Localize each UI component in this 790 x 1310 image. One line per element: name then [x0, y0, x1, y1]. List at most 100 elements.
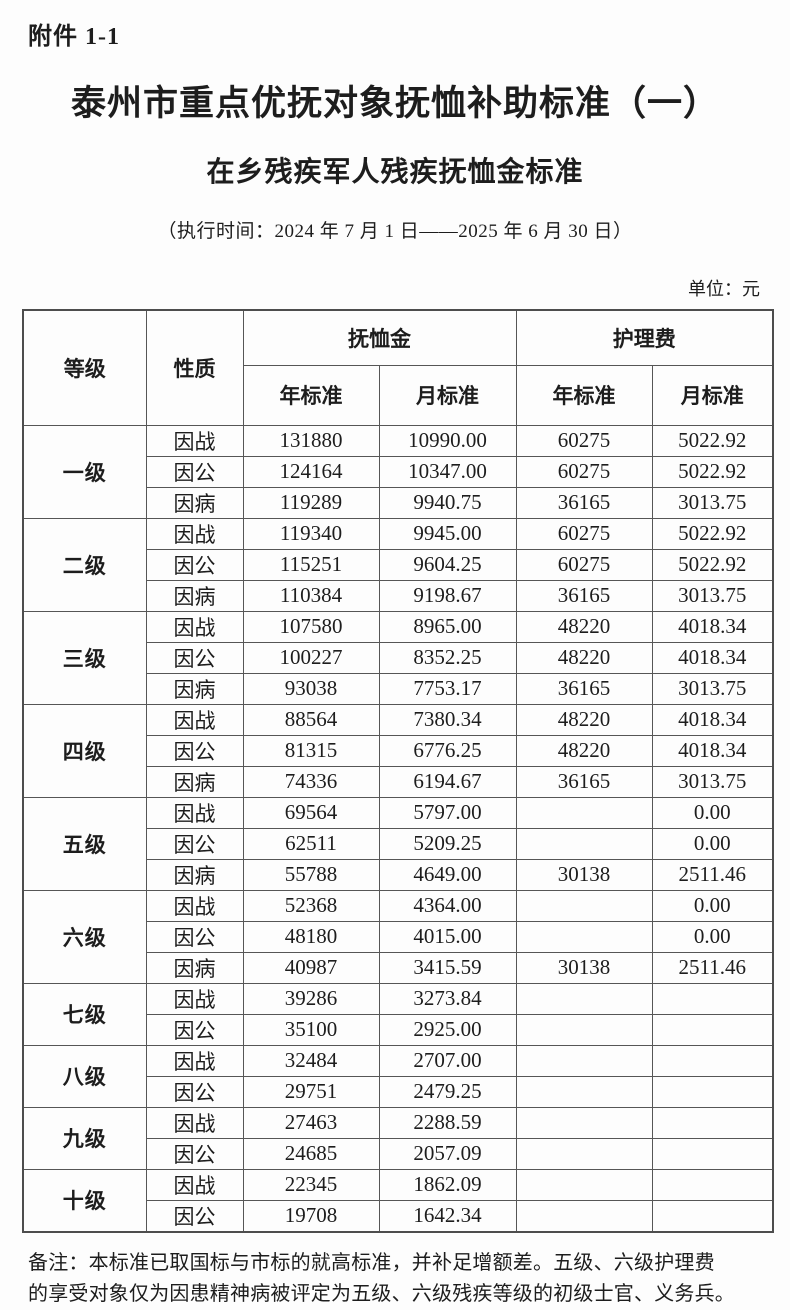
nursing-month-cell: 0.00 — [651, 920, 774, 953]
pension-month-cell: 4015.00 — [378, 920, 517, 953]
nature-cell: 因公 — [145, 734, 244, 767]
table-row: 因公 24685 2057.09 — [23, 1137, 774, 1170]
nursing-month-cell: 4018.34 — [651, 610, 774, 643]
nursing-year-cell: 60275 — [515, 517, 653, 550]
nursing-year-cell: 36165 — [515, 765, 653, 798]
pension-month-cell: 10347.00 — [378, 455, 517, 488]
pension-year-cell: 100227 — [242, 641, 380, 674]
attachment-label: 附件 1-1 — [28, 24, 120, 50]
grade-cell: 十级 — [22, 1168, 147, 1232]
page-title: 泰州市重点优抚对象抚恤补助标准（一） — [70, 84, 719, 123]
nursing-year-cell — [515, 1075, 653, 1108]
nursing-month-cell: 3013.75 — [651, 672, 774, 705]
table-row: 二级 因战 119340 9945.00 60275 5022.92 — [22, 517, 774, 612]
pension-year-cell: 81315 — [242, 734, 380, 767]
pension-year-cell: 62511 — [242, 827, 380, 860]
nature-cell: 因公 — [145, 1075, 244, 1108]
table-row: 一级 因战 131880 10990.00 60275 5022.92 — [22, 424, 774, 519]
nursing-month-cell: 5022.92 — [651, 455, 774, 488]
pension-year-cell: 110384 — [242, 579, 380, 612]
nursing-month-cell — [651, 1044, 774, 1077]
pension-year-cell: 24685 — [242, 1137, 380, 1170]
table-row: 因公 115251 9604.25 60275 5022.92 — [23, 548, 774, 581]
pension-year-cell: 93038 — [242, 672, 380, 705]
nature-cell: 因公 — [145, 455, 244, 488]
pension-month-cell: 8352.25 — [378, 641, 517, 674]
pension-month-cell: 2057.09 — [378, 1137, 517, 1170]
nursing-year-cell: 60275 — [515, 455, 653, 488]
header-nursing-group: 护理费 — [515, 309, 774, 366]
nursing-year-cell — [515, 1044, 653, 1077]
grade-cell: 三级 — [22, 610, 147, 705]
pension-standard-table: 等级 性质 抚恤金 护理费 年标准 月标准 年标准 月标准 一级 因战 131880… — [22, 309, 774, 1233]
table-body: 一级 因战 131880 10990.00 60275 5022.92 因公 124164 10… — [22, 424, 774, 1232]
grade-cell: 六级 — [22, 889, 147, 984]
nursing-month-cell: 0.00 — [651, 796, 774, 829]
pension-month-cell: 6776.25 — [378, 734, 517, 767]
pension-year-cell: 32484 — [242, 1044, 380, 1077]
nursing-year-cell: 36165 — [515, 486, 653, 519]
nursing-month-cell: 3013.75 — [651, 579, 774, 612]
pension-month-cell: 5209.25 — [378, 827, 517, 860]
pension-year-cell: 131880 — [242, 424, 380, 457]
nursing-year-cell: 48220 — [515, 734, 653, 767]
nature-cell: 因战 — [145, 1044, 244, 1077]
nursing-month-cell: 5022.92 — [651, 517, 774, 550]
nature-cell: 因病 — [145, 951, 244, 984]
table-row: 七级 因战 39286 3273.84 — [22, 982, 774, 1046]
table-row: 因病 40987 3415.59 30138 2511.46 — [23, 951, 774, 984]
nursing-year-cell: 30138 — [515, 858, 653, 891]
table-row: 五级 因战 69564 5797.00 0.00 — [22, 796, 774, 891]
pension-month-cell: 9940.75 — [378, 486, 517, 519]
table-row: 十级 因战 22345 1862.09 — [22, 1168, 774, 1232]
pension-month-cell: 2288.59 — [378, 1106, 517, 1139]
nursing-year-cell — [515, 1013, 653, 1046]
table-row: 四级 因战 88564 7380.34 48220 4018.34 — [22, 703, 774, 798]
pension-year-cell: 119340 — [242, 517, 380, 550]
pension-month-cell: 10990.00 — [378, 424, 517, 457]
table-row: 六级 因战 52368 4364.00 0.00 — [22, 889, 774, 984]
nature-cell: 因战 — [145, 1106, 244, 1139]
nature-cell: 因病 — [145, 672, 244, 705]
pension-year-cell: 55788 — [242, 858, 380, 891]
pension-month-cell: 6194.67 — [378, 765, 517, 798]
pension-year-cell: 74336 — [242, 765, 380, 798]
nursing-year-cell — [515, 982, 653, 1015]
header-pension-year: 年标准 — [242, 364, 380, 426]
nursing-month-cell — [651, 1013, 774, 1046]
pension-year-cell: 48180 — [242, 920, 380, 953]
pension-month-cell: 3273.84 — [378, 982, 517, 1015]
pension-year-cell: 69564 — [242, 796, 380, 829]
pension-month-cell: 2479.25 — [378, 1075, 517, 1108]
table-row: 因公 19708 1642.34 — [23, 1199, 774, 1232]
footnote-line-2: 的享受对象仅为因患精神病被评定为五级、六级残疾等级的初级士官、义务兵。 — [28, 1282, 735, 1305]
nursing-month-cell: 5022.92 — [651, 548, 774, 581]
pension-month-cell: 1642.34 — [378, 1199, 517, 1232]
pension-month-cell: 7753.17 — [378, 672, 517, 705]
pension-year-cell: 52368 — [242, 889, 380, 922]
nursing-year-cell — [515, 889, 653, 922]
pension-month-cell: 9198.67 — [378, 579, 517, 612]
table-row: 因病 74336 6194.67 36165 3013.75 — [23, 765, 774, 798]
nursing-month-cell: 2511.46 — [651, 951, 774, 984]
header-nursing-year: 年标准 — [515, 364, 653, 426]
table-row: 因病 119289 9940.75 36165 3013.75 — [23, 486, 774, 519]
nature-cell: 因战 — [145, 424, 244, 457]
nursing-month-cell: 4018.34 — [651, 734, 774, 767]
pension-year-cell: 39286 — [242, 982, 380, 1015]
nature-cell: 因公 — [145, 1013, 244, 1046]
nursing-year-cell: 36165 — [515, 579, 653, 612]
table-row: 因公 100227 8352.25 48220 4018.34 — [23, 641, 774, 674]
pension-month-cell: 7380.34 — [378, 703, 517, 736]
nursing-year-cell — [515, 1168, 653, 1201]
pension-month-cell: 1862.09 — [378, 1168, 517, 1201]
pension-month-cell: 2925.00 — [378, 1013, 517, 1046]
nursing-year-cell: 36165 — [515, 672, 653, 705]
table-row: 三级 因战 107580 8965.00 48220 4018.34 — [22, 610, 774, 705]
nursing-month-cell — [651, 982, 774, 1015]
nursing-month-cell — [651, 1106, 774, 1139]
nature-cell: 因战 — [145, 982, 244, 1015]
pension-year-cell: 124164 — [242, 455, 380, 488]
pension-month-cell: 4364.00 — [378, 889, 517, 922]
grade-cell: 四级 — [22, 703, 147, 798]
